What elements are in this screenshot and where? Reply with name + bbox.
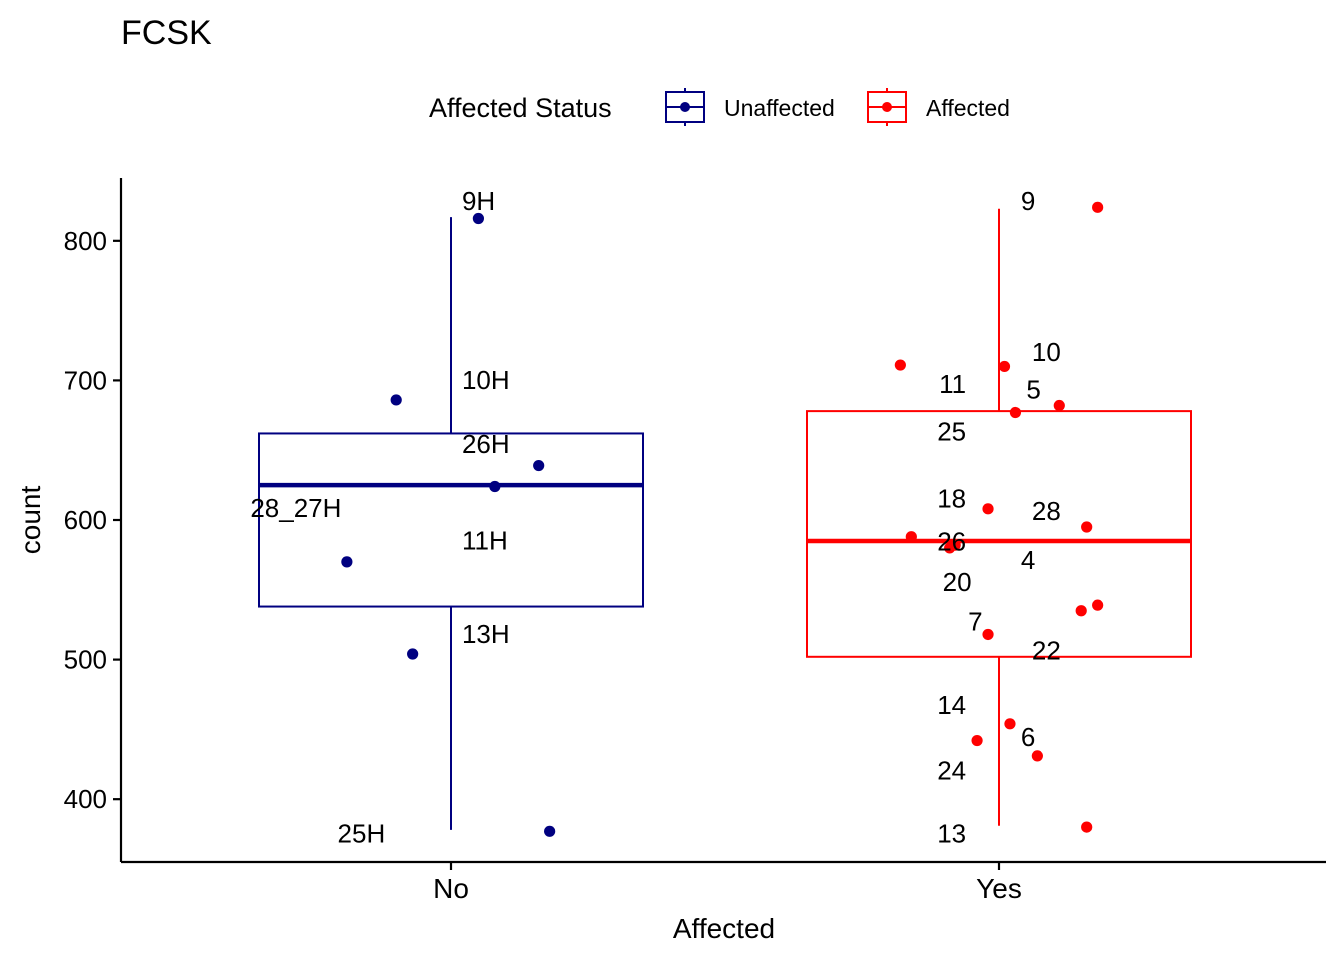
legend-entry-label: Unaffected — [724, 95, 835, 121]
unaffected-point-label: 11H — [462, 525, 508, 555]
x-tick-label: No — [433, 873, 469, 904]
unaffected-point-label: 25H — [338, 818, 386, 848]
y-tick-label: 600 — [64, 505, 107, 535]
unaffected-point-label: 9H — [462, 186, 495, 216]
affected-data-point — [894, 359, 906, 371]
legend-entry: Affected — [867, 88, 1010, 126]
affected-data-point — [1075, 605, 1087, 617]
chart-title: FCSK — [121, 14, 212, 52]
unaffected-data-point — [533, 459, 545, 472]
affected-point-label: 6 — [1021, 722, 1035, 752]
affected-point-label: 24 — [937, 756, 966, 786]
unaffected-data-point — [407, 648, 419, 660]
unaffected-data-point — [341, 556, 353, 568]
y-axis-label: count — [15, 486, 46, 555]
y-tick-label: 700 — [64, 365, 107, 395]
affected-point-label: 7 — [968, 606, 982, 636]
affected-point-label: 28 — [1032, 496, 1061, 526]
legend-entry-label: Affected — [926, 95, 1010, 121]
y-tick-label: 400 — [64, 784, 107, 814]
unaffected-box — [258, 432, 644, 608]
affected-point-label: 26 — [937, 527, 966, 557]
legend-key-dot — [882, 102, 892, 112]
legend: Affected Status Unaffected Affected — [429, 88, 1010, 126]
affected-data-point — [905, 531, 917, 543]
affected-data-point — [982, 503, 994, 515]
affected-data-point — [1092, 599, 1104, 611]
unaffected-data-point — [489, 480, 501, 493]
axes: 400 500 600 700 800 No Yes Affected count — [15, 178, 1326, 944]
x-axis-label: Affected — [673, 913, 775, 944]
affected-point-label: 25 — [937, 416, 966, 446]
unaffected-point-label: 13H — [462, 619, 510, 649]
affected-data-point — [982, 628, 994, 641]
affected-point-label: 5 — [1026, 375, 1040, 405]
affected-point-label: 11 — [939, 369, 966, 399]
affected-data-point — [971, 734, 983, 747]
unaffected-point-label: 26H — [462, 429, 510, 459]
affected-point-label: 13 — [937, 818, 966, 848]
unaffected-data-point — [390, 394, 402, 406]
legend-key-dot — [680, 102, 690, 112]
affected-point-label: 18 — [937, 483, 966, 513]
plot-area: 9H 10H 26H 28_27H 11H 13H 25H 9 10 11 5 25 18 28 26 4 20… — [250, 186, 1192, 848]
unaffected-data-point — [544, 825, 556, 837]
legend-entry: Unaffected — [665, 88, 835, 126]
affected-data-point — [1031, 750, 1043, 762]
affected-data-point — [1004, 718, 1016, 730]
affected-data-point — [1081, 521, 1093, 533]
affected-box — [806, 410, 1192, 658]
affected-point-label: 20 — [943, 567, 972, 597]
affected-data-point — [1053, 399, 1065, 412]
affected-point-label: 9 — [1021, 186, 1035, 216]
affected-data-point — [998, 360, 1011, 373]
y-tick-label: 800 — [64, 226, 107, 256]
affected-data-point — [944, 542, 956, 554]
affected-point-label: 4 — [1021, 545, 1035, 575]
affected-point-label: 14 — [937, 690, 966, 720]
affected-data-point — [1092, 201, 1104, 213]
y-tick-label: 500 — [64, 645, 107, 675]
legend-title: Affected Status — [429, 93, 612, 123]
affected-point-label: 10 — [1032, 337, 1061, 367]
unaffected-data-point — [472, 212, 484, 225]
unaffected-point-label: 28_27H — [250, 493, 341, 523]
affected-data-point — [1081, 821, 1093, 833]
affected-point-label: 22 — [1032, 636, 1061, 666]
x-tick-label: Yes — [976, 873, 1022, 904]
unaffected-point-label: 10H — [462, 365, 510, 395]
affected-data-point — [1009, 406, 1022, 419]
